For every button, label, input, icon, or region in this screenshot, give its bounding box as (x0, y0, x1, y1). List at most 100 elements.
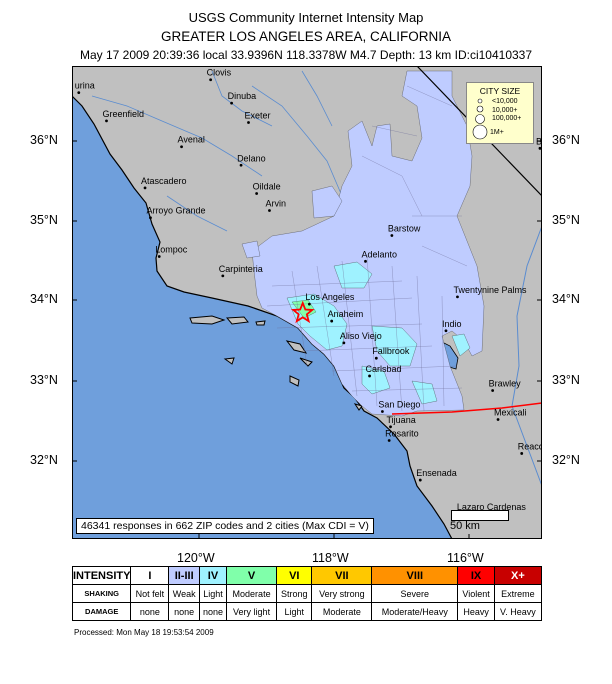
city-label: Brawley (489, 378, 522, 388)
zip-grid (266, 85, 468, 412)
intensity-cell: IX (457, 566, 495, 585)
city-marker (390, 234, 394, 237)
city-marker (255, 192, 259, 195)
city-marker (418, 478, 422, 482)
city-label: Boulde (536, 136, 542, 146)
intensity-scale: INTENSITY I II-III IV V VI VII VIII IX X+ SHAKIN… (71, 566, 543, 621)
city-size-entry: 1M+ (490, 129, 504, 136)
lon-label: 120°W (177, 551, 215, 565)
intensity-cell: X+ (493, 566, 543, 585)
city-label: Carlsbad (366, 364, 402, 374)
damage-cell: none (130, 602, 170, 621)
city-label: Indio (442, 319, 462, 329)
shaking-cell: Violent (457, 584, 495, 603)
shaking-cell: Severe (371, 584, 459, 603)
city-label: Carpinteria (219, 264, 263, 274)
rivers (91, 70, 343, 232)
shaking-cell: Very strong (311, 584, 373, 603)
city-marker (444, 329, 448, 333)
city-label: Lazaro Cardenas (457, 502, 527, 512)
city-marker (105, 119, 108, 123)
city-marker (456, 295, 459, 299)
city-marker (239, 163, 243, 167)
city-marker (520, 452, 524, 455)
city-marker (307, 302, 311, 306)
shaking-cell: Strong (276, 584, 313, 603)
city-label: San Diego (378, 399, 420, 409)
lat-label: 34°N (552, 292, 580, 306)
responses-note: 46341 responses in 662 ZIP codes and 2 c… (76, 518, 374, 534)
city-label: Anaheim (328, 309, 364, 319)
lat-label: 33°N (30, 373, 58, 387)
city-label: Fallbrook (372, 346, 410, 356)
city-size-symbols (472, 98, 488, 140)
epicenter-star (290, 300, 315, 324)
city-label: Reacomodo (518, 441, 542, 451)
lon-label: 116°W (447, 551, 484, 565)
city-size-legend-title: CITY SIZE (479, 86, 521, 96)
city-size-entry: <10,000 (492, 98, 518, 105)
row-label: INTENSITY (71, 566, 132, 585)
city-label: Mexicali (494, 408, 527, 418)
city-marker (342, 341, 346, 345)
shaking-cell: Light (198, 584, 228, 603)
city-marker (157, 255, 161, 258)
intensity-cell: V (225, 566, 278, 585)
felt-area (241, 70, 485, 417)
channel-island (285, 340, 308, 354)
city-label: Clovis (207, 68, 232, 78)
city-label: urina (75, 81, 95, 91)
intensity-cell: VII (311, 566, 373, 585)
intensity-cell: IV (198, 566, 228, 585)
international-border (391, 402, 542, 415)
city-marker (387, 439, 391, 442)
city-marker (77, 91, 81, 95)
lat-label: 34°N (30, 292, 58, 306)
damage-cell: Very light (225, 602, 278, 621)
shaking-cell: Extreme (493, 584, 543, 603)
city-marker (381, 410, 384, 413)
lat-label: 36°N (30, 133, 58, 147)
event-info: May 17 2009 20:39:36 local 33.9396N 118.… (79, 48, 533, 62)
shaking-cell: Moderate (225, 584, 278, 603)
channel-island (223, 357, 235, 365)
city-label: Lompoc (155, 244, 188, 254)
city-label: Ensenada (416, 468, 457, 478)
lat-label: 36°N (552, 133, 580, 147)
channel-island (255, 320, 266, 326)
map-region: GREATER LOS ANGELES AREA, CALIFORNIA (160, 29, 452, 44)
damage-cell: Light (276, 602, 313, 621)
damage-cell: none (198, 602, 228, 621)
channel-island (225, 316, 249, 325)
map-title: USGS Community Internet Intensity Map (188, 10, 424, 25)
city-label: Los Angeles (305, 292, 355, 302)
city-label: Greenfield (102, 109, 144, 119)
city-marker (368, 374, 371, 378)
shaking-cell: Weak (168, 584, 200, 603)
lat-label: 35°N (30, 213, 58, 227)
intensity-cell: I (130, 566, 170, 585)
city-label: Arroyo Grande (146, 206, 205, 216)
lat-label: 35°N (552, 213, 580, 227)
lon-label: 118°W (312, 551, 349, 565)
city-marker (389, 425, 392, 429)
city-size-entry: 10,000+ (492, 107, 518, 114)
channel-island (289, 375, 300, 387)
city-label: Exeter (245, 111, 271, 121)
damage-cell: V. Heavy (493, 602, 543, 621)
lat-label: 32°N (30, 453, 58, 467)
city-label: Arvin (265, 198, 286, 208)
city-label: Twentynine Palms (453, 285, 527, 295)
city-marker (209, 78, 213, 82)
city-label: Delano (237, 153, 266, 163)
city-marker (247, 121, 250, 124)
city-marker (496, 418, 500, 421)
scale-bar-label: 50 km (450, 520, 480, 532)
city-marker (491, 389, 495, 392)
city-marker (538, 146, 542, 150)
city-marker (230, 101, 233, 105)
channel-island (353, 403, 363, 411)
channel-island (189, 315, 226, 325)
damage-cell: Heavy (457, 602, 495, 621)
map-frame (72, 66, 542, 539)
